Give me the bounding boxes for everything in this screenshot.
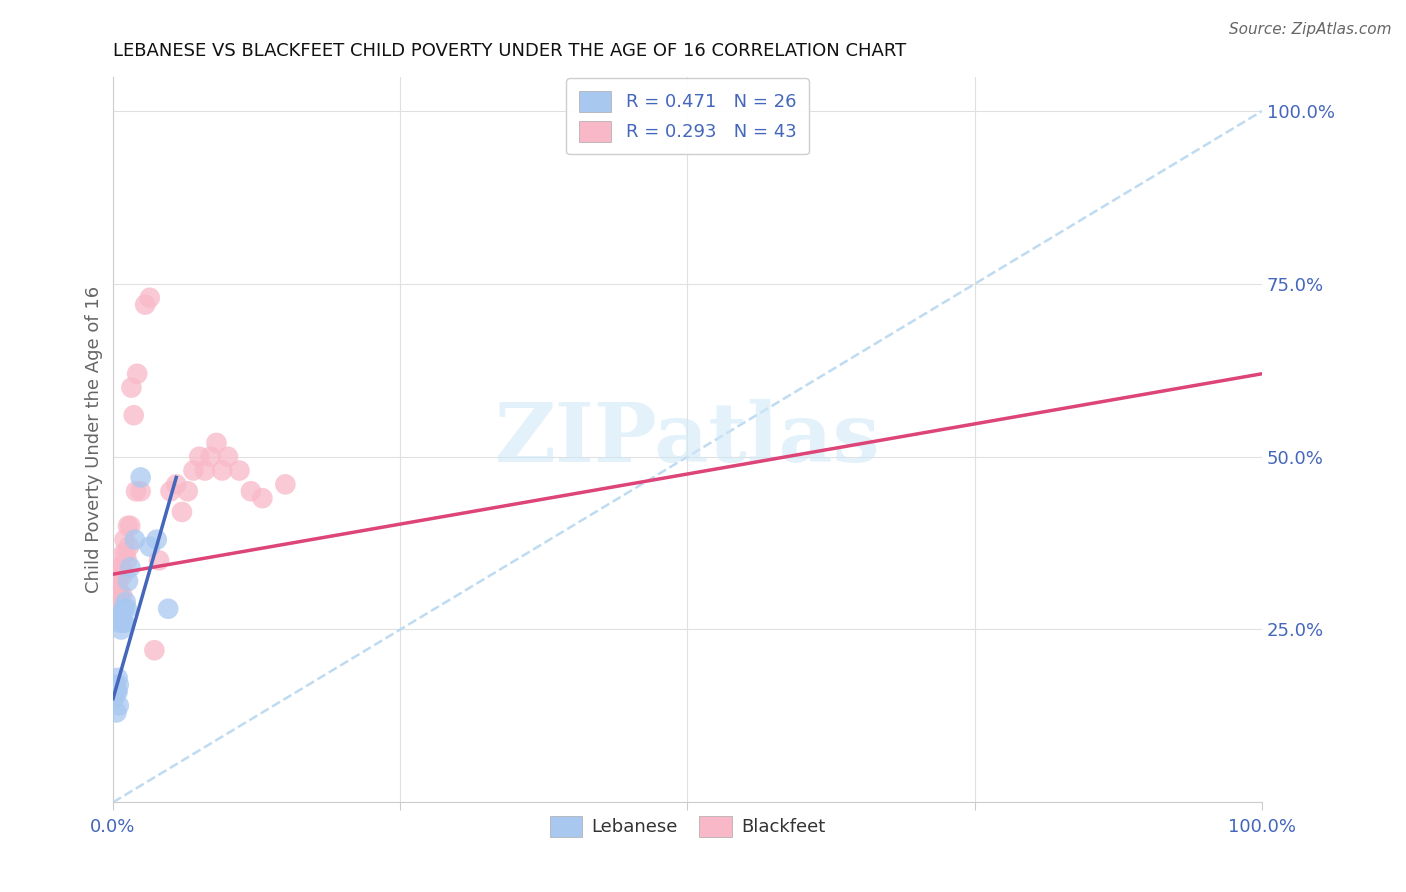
Point bbox=[124, 533, 146, 547]
Point bbox=[177, 484, 200, 499]
Point bbox=[107, 588, 129, 602]
Point bbox=[139, 291, 162, 305]
Point bbox=[111, 588, 134, 602]
Point bbox=[114, 615, 136, 630]
Point bbox=[200, 450, 222, 464]
Point bbox=[148, 553, 170, 567]
Point bbox=[274, 477, 297, 491]
Point bbox=[120, 381, 142, 395]
Point bbox=[127, 367, 149, 381]
Point bbox=[107, 560, 129, 574]
Point bbox=[107, 678, 129, 692]
Text: ZIPatlas: ZIPatlas bbox=[495, 400, 880, 479]
Point bbox=[139, 540, 162, 554]
Point bbox=[217, 450, 239, 464]
Point bbox=[129, 470, 152, 484]
Point bbox=[104, 601, 127, 615]
Point bbox=[143, 643, 166, 657]
Point bbox=[108, 567, 131, 582]
Point bbox=[114, 546, 136, 560]
Point bbox=[122, 409, 145, 423]
Point bbox=[120, 518, 142, 533]
Point bbox=[165, 477, 187, 491]
Point bbox=[104, 678, 127, 692]
Point bbox=[108, 615, 131, 630]
Point bbox=[228, 464, 250, 478]
Point bbox=[105, 574, 128, 588]
Point bbox=[107, 574, 129, 588]
Point bbox=[110, 560, 132, 574]
Point bbox=[194, 464, 217, 478]
Point bbox=[107, 671, 129, 685]
Point bbox=[111, 608, 134, 623]
Point bbox=[110, 623, 132, 637]
Point bbox=[117, 518, 139, 533]
Y-axis label: Child Poverty Under the Age of 16: Child Poverty Under the Age of 16 bbox=[86, 285, 103, 593]
Point bbox=[103, 691, 125, 706]
Point bbox=[107, 684, 129, 698]
Text: Source: ZipAtlas.com: Source: ZipAtlas.com bbox=[1229, 22, 1392, 37]
Point bbox=[183, 464, 205, 478]
Point bbox=[120, 560, 142, 574]
Point bbox=[159, 484, 181, 499]
Point bbox=[112, 601, 135, 615]
Point bbox=[112, 546, 135, 560]
Point bbox=[134, 298, 156, 312]
Point bbox=[105, 684, 128, 698]
Point bbox=[252, 491, 274, 505]
Point bbox=[112, 567, 135, 582]
Point bbox=[103, 588, 125, 602]
Point bbox=[112, 615, 135, 630]
Text: LEBANESE VS BLACKFEET CHILD POVERTY UNDER THE AGE OF 16 CORRELATION CHART: LEBANESE VS BLACKFEET CHILD POVERTY UNDE… bbox=[112, 42, 907, 60]
Point bbox=[114, 595, 136, 609]
Point bbox=[114, 601, 136, 615]
Point bbox=[108, 588, 131, 602]
Point bbox=[239, 484, 262, 499]
Point bbox=[108, 608, 131, 623]
Point bbox=[211, 464, 233, 478]
Point bbox=[107, 698, 129, 713]
Point bbox=[110, 608, 132, 623]
Point bbox=[115, 553, 138, 567]
Point bbox=[170, 505, 193, 519]
Point bbox=[114, 533, 136, 547]
Point bbox=[145, 533, 167, 547]
Point bbox=[157, 601, 180, 615]
Point bbox=[105, 706, 128, 720]
Legend: Lebanese, Blackfeet: Lebanese, Blackfeet bbox=[543, 809, 832, 844]
Point bbox=[103, 574, 125, 588]
Point bbox=[118, 540, 141, 554]
Point bbox=[129, 484, 152, 499]
Point bbox=[125, 484, 148, 499]
Point bbox=[205, 436, 228, 450]
Point bbox=[117, 574, 139, 588]
Point bbox=[115, 601, 138, 615]
Point bbox=[188, 450, 211, 464]
